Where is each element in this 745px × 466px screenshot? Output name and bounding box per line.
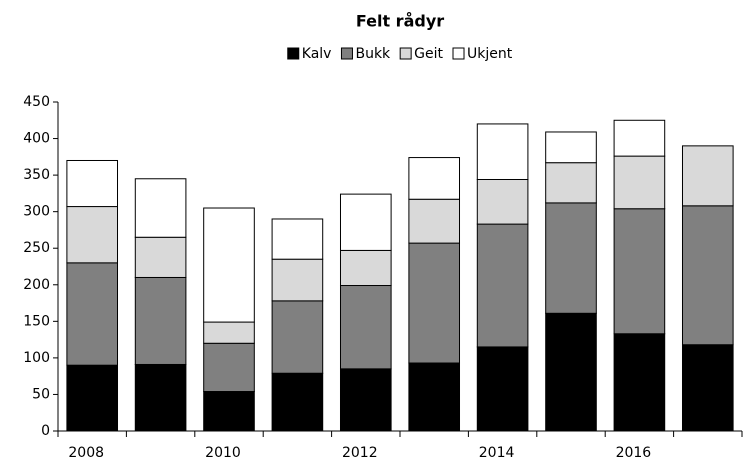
bar-segment [203,391,255,432]
bar-segment [476,223,529,348]
bar-segment [66,364,119,432]
bar-segment [66,262,119,366]
bar-segment [408,198,461,244]
y-tick-label: 150 [23,313,50,329]
legend-label: Ukjent [467,46,513,62]
legend-item: Bukk [340,46,391,62]
bar-segment [134,363,187,432]
bar-segment [408,157,461,200]
bar-segment [134,178,187,238]
legend-item: Kalv [287,46,332,62]
bar-segment [134,236,187,278]
y-tick-label: 200 [23,277,50,293]
legend-label: Kalv [302,46,332,62]
x-tick-label: 2014 [479,445,515,461]
bar-segment [339,193,392,251]
bar-segment [66,159,119,208]
bar-segment [476,123,529,180]
bar-segment [613,155,666,210]
bar-segment [681,344,734,432]
bar-segment [271,258,324,302]
bar-segment [545,131,597,164]
legend-swatch [340,47,353,60]
legend-swatch [452,47,465,60]
x-tick-label: 2008 [68,445,104,461]
legend-item: Geit [399,46,444,62]
y-tick-label: 50 [32,386,50,402]
legend-swatch [399,47,412,60]
bar-segment [545,202,597,314]
chart-title: Felt rådyr [356,12,444,31]
bar-segment [613,119,666,157]
bar-segment [545,162,597,204]
bar-segment [339,368,392,432]
legend: Kalv Bukk Geit Ukjent [287,46,513,62]
bar-segment [271,218,324,260]
bar-segment [271,300,324,374]
bar-segment [339,249,392,287]
bar-segment [66,206,119,264]
legend-item: Ukjent [452,46,513,62]
y-tick-label: 400 [23,131,50,147]
bar-segment [203,342,255,393]
x-tick-label: 2010 [205,445,241,461]
legend-label: Geit [414,46,443,62]
bar-segment [476,178,529,225]
bar-segment [203,321,255,344]
bar-segment [408,362,461,432]
y-tick-label: 100 [23,350,50,366]
y-tick-label: 350 [23,167,50,183]
bar-segment [613,208,666,335]
y-tick-label: 300 [23,204,50,220]
x-tick-label: 2012 [342,445,378,461]
bar-segment [681,205,734,346]
bar-segment [408,242,461,364]
y-tick-label: 250 [23,240,50,256]
legend-swatch [287,47,300,60]
bar-segment [339,285,392,370]
y-tick-label: 0 [41,423,50,439]
y-tick-label: 450 [23,94,50,110]
bar-segment [134,276,187,365]
x-tick-label: 2016 [616,445,652,461]
bar-segment [545,312,597,432]
bar-segment [271,372,324,432]
bar-segment [613,333,666,432]
bar-segment [681,145,734,207]
bar-segment [476,346,529,432]
legend-label: Bukk [355,46,391,62]
bar-segment [203,207,255,323]
